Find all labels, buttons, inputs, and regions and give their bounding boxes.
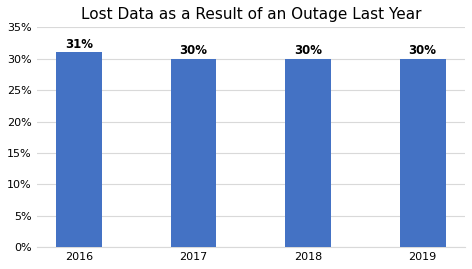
Text: 30%: 30% bbox=[179, 44, 208, 58]
Text: 30%: 30% bbox=[409, 44, 437, 58]
Bar bbox=[56, 52, 102, 247]
Text: 30%: 30% bbox=[294, 44, 322, 58]
Bar bbox=[400, 59, 446, 247]
Text: 31%: 31% bbox=[65, 38, 93, 51]
Bar bbox=[285, 59, 331, 247]
Title: Lost Data as a Result of an Outage Last Year: Lost Data as a Result of an Outage Last … bbox=[81, 7, 421, 22]
Bar bbox=[170, 59, 217, 247]
